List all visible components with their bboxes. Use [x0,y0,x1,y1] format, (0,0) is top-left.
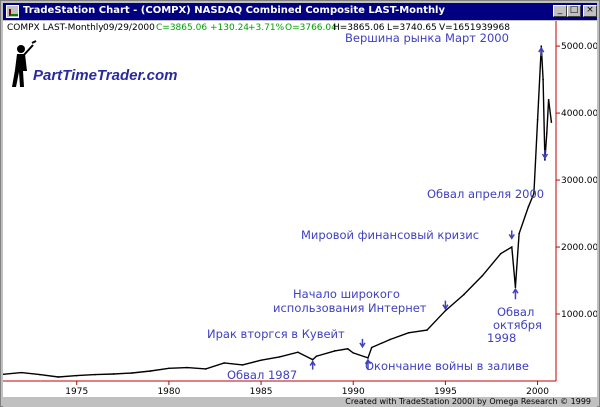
y-tick-label: 3000.00 [561,176,597,186]
axis-ticks: 1975 1980 1985 1990 1995 2000 1000.00 2000.00 30… [65,42,597,397]
price-point [131,372,133,374]
price-point [407,331,410,334]
symbol-label: COMPX LAST-Monthly [7,23,104,33]
annotation-arrow [359,338,366,349]
annotation-crisis: Мировой финансовый кризис [301,228,480,242]
price-point [426,329,428,331]
price-point [542,78,544,81]
price-point [444,309,447,312]
change-pct-value: +3.71% [248,23,285,33]
high-value: H=3865.06 [333,23,385,33]
y-tick-label: 4000.00 [561,109,597,119]
price-point [540,45,543,47]
annotation-arrows [3,45,553,378]
annotation-arrow [508,230,515,240]
golfer-icon [12,40,37,87]
price-point [3,373,4,376]
x-tick-label: 2000 [526,387,549,397]
price-point [204,368,207,370]
price-point [536,118,539,121]
annotation-arrow [442,300,449,311]
price-point [75,374,78,377]
annotation-arrow [364,358,372,370]
annotation-arrow [538,46,545,57]
volume-value: V=1651939968 [439,23,510,33]
price-point [39,373,41,376]
x-tick-label: 1980 [157,387,180,397]
annotation-arrow [309,360,316,370]
price-point [481,275,484,277]
title-bar[interactable]: TradeStation Chart - (COMPX) NASDAQ Comb… [3,3,597,20]
x-tick-label: 1995 [434,387,457,397]
price-point [533,192,535,195]
annotation-arrow [541,149,549,160]
price-point [352,352,355,354]
price-point [297,351,299,353]
x-tick-label: 1985 [250,387,273,397]
annotation-gulf-war: Окончание войны в заливе [365,359,529,373]
close-button[interactable]: × [583,5,597,17]
x-tick-label: 1990 [342,387,365,397]
logo-text: PartTimeTrader.com [33,67,178,84]
parttimetrader-logo: PartTimeTrader.com [7,39,178,109]
price-point [241,364,244,366]
price-point [367,357,369,359]
chart-plot-area[interactable]: COMPX LAST-Monthly 09/29/2000 C=3865.06 … [3,21,597,397]
price-point [94,373,96,376]
chart-svg: 1975 1980 1985 1990 1995 2000 1000.00 2000.00 30… [3,21,597,397]
price-point [463,293,465,296]
annotation-iraq: Ирак вторгся в Кувейт [207,327,345,341]
price-point [547,98,550,101]
annotation-internet-line2: использования Интернет [273,301,427,315]
y-tick-label: 2000.00 [561,243,597,253]
window-title: TradeStation Chart - (COMPX) NASDAQ Comb… [23,5,446,16]
annotation-oct98-line2: октября [493,318,542,332]
y-tick-label: 1000.00 [561,310,597,320]
annotation-april-crash: Обвал апреля 2000 [427,187,545,201]
price-point [550,121,553,123]
annotation-peak: Вершина рынка Март 2000 [345,31,509,45]
price-point [20,371,23,374]
minimize-button[interactable]: _ [553,5,567,17]
annotation-crash87: Обвал 1987 [227,368,298,382]
price-point [389,338,391,341]
change-value: +130.24 [210,23,250,33]
annotation-internet-line1: Начало широкого [293,287,400,301]
price-point [514,286,517,289]
annotation-arrow [512,287,519,300]
price-point [149,370,152,372]
tradestation-app-icon[interactable] [6,5,19,18]
maximize-button[interactable]: □ [567,5,581,17]
price-point [527,206,530,208]
x-tick-label: 1975 [65,387,88,397]
price-point [311,358,314,361]
price-point [370,346,373,349]
status-text: Created with TradeStation 2000i by Omega… [345,397,591,406]
price-point [334,350,336,352]
price-point [260,359,262,362]
annotation-oct98-line3: 1998 [487,331,517,345]
price-point [223,362,225,364]
price-point [544,159,546,161]
price-point [499,252,502,255]
price-point [518,232,520,235]
low-value: L=3740.65 [387,23,437,33]
price-point [112,373,115,375]
price-point [510,246,513,248]
price-point [57,376,60,378]
price-point [545,132,548,134]
status-bar: Created with TradeStation 2000i by Omega… [3,397,597,407]
date-label: 09/29/2000 [103,23,155,33]
price-point [315,355,318,358]
price-point [278,356,281,358]
close-value: C=3865.06 [156,23,208,33]
price-point [346,348,349,350]
y-tick-label: 5000.00 [561,42,597,52]
annotation-oct98-line1: Обвал [497,305,535,319]
price-point [186,366,189,369]
open-value: O=3766.04 [285,23,337,33]
price-point [168,367,170,370]
